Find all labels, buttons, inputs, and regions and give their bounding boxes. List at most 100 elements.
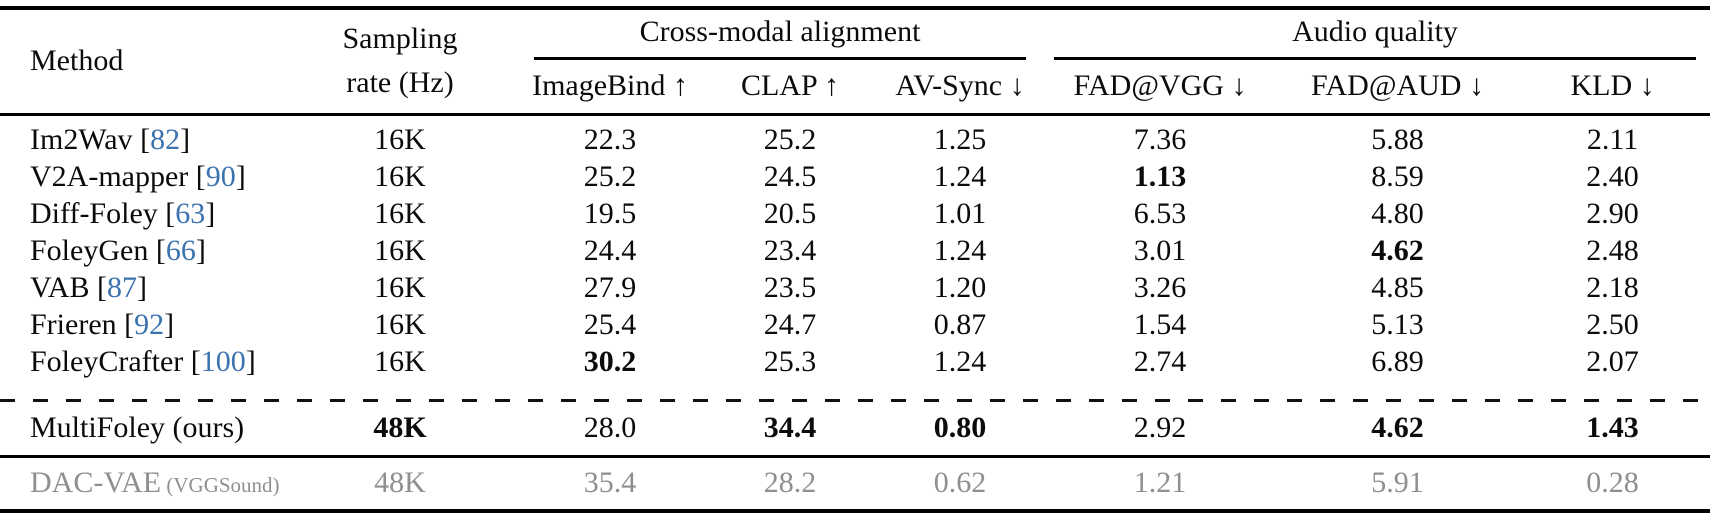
sampling-rate-cell: 16K bbox=[374, 123, 426, 156]
metric-value-cell: 0.62 bbox=[880, 454, 1041, 511]
cross-modal-underline-rule bbox=[534, 57, 1027, 60]
table-body: Im2Wav [82] 16K 22.3 25.2 1.25 7.36 5.88 2.11 V2… bbox=[0, 114, 1710, 511]
sampling-rate-cell: 48K bbox=[373, 411, 427, 444]
metric-value-cell: 8.59 bbox=[1371, 160, 1424, 193]
metric-value-cell: 23.5 bbox=[763, 271, 817, 304]
col-header-clap: CLAP ↑ bbox=[700, 60, 880, 116]
citation-link[interactable]: 63 bbox=[175, 197, 206, 230]
sampling-rate-cell: 48K bbox=[280, 454, 520, 511]
group-header-cross-modal-alignment: Cross-modal alignment bbox=[520, 8, 1040, 60]
metric-value-cell: 20.5 bbox=[763, 197, 817, 230]
citation-link[interactable]: 66 bbox=[165, 234, 196, 267]
metric-value-cell: 2.50 bbox=[1586, 308, 1639, 341]
metric-value-cell: 28.2 bbox=[700, 454, 880, 511]
sampling-rate-cell: 16K bbox=[374, 345, 426, 378]
metric-value-cell: 3.01 bbox=[1133, 234, 1187, 267]
metric-value-cell: 27.9 bbox=[583, 271, 637, 304]
citation-link[interactable]: 100 bbox=[200, 345, 246, 378]
metric-value-cell: 3.26 bbox=[1133, 271, 1187, 304]
method-name: VAB bbox=[30, 271, 90, 304]
table-row: Im2Wav [82] 16K 22.3 25.2 1.25 7.36 5.88 2.11 bbox=[0, 114, 1710, 159]
col-header-sampling-rate: Sampling rate (Hz) bbox=[280, 8, 520, 116]
metric-value-cell: 2.48 bbox=[1586, 234, 1639, 267]
citation-link[interactable]: 92 bbox=[134, 308, 165, 341]
metric-value-cell: 28.0 bbox=[583, 411, 637, 444]
table-row: VAB [87] 16K 27.9 23.5 1.20 3.26 4.85 2.18 bbox=[0, 270, 1710, 307]
metric-value-cell: 1.20 bbox=[933, 271, 987, 304]
metric-value-cell: 2.07 bbox=[1586, 345, 1639, 378]
group-header-row: Method Sampling rate (Hz) Cross-modal al… bbox=[0, 8, 1710, 116]
metric-value-cell: 5.88 bbox=[1371, 123, 1424, 156]
method-cell: Diff-Foley [63] bbox=[30, 197, 216, 230]
method-name: FoleyGen bbox=[30, 234, 149, 267]
method-cell: DAC-VAE (VGGSound) bbox=[0, 454, 280, 511]
method-cell: MultiFoley (ours) bbox=[0, 402, 280, 457]
method-cell: FoleyGen [66] bbox=[30, 234, 206, 267]
table-row: MultiFoley (ours) 48K 28.0 34.4 0.80 2.92 4.62… bbox=[0, 402, 1710, 457]
table-row: V2A-mapper [90] 16K 25.2 24.5 1.24 1.13 8.59 2.… bbox=[0, 159, 1710, 196]
results-table: Method Sampling rate (Hz) Cross-modal al… bbox=[0, 6, 1710, 513]
metric-value-cell: 4.85 bbox=[1371, 271, 1424, 304]
metric-value-cell: 22.3 bbox=[583, 123, 637, 156]
sampling-rate-line2: rate (Hz) bbox=[346, 66, 454, 100]
table-row: Diff-Foley [63] 16K 19.5 20.5 1.01 6.53 4.80 2.… bbox=[0, 196, 1710, 233]
citation-link[interactable]: 90 bbox=[205, 160, 236, 193]
sampling-rate-cell: 16K bbox=[374, 308, 426, 341]
metric-value-cell: 1.24 bbox=[933, 345, 987, 378]
sampling-rate-cell: 16K bbox=[374, 271, 426, 304]
metric-value-cell: 1.24 bbox=[933, 160, 987, 193]
metric-value-cell: 2.92 bbox=[1133, 411, 1187, 444]
metric-value-cell: 25.2 bbox=[763, 123, 817, 156]
method-name: MultiFoley (ours) bbox=[30, 411, 245, 444]
metric-value-cell: 5.91 bbox=[1280, 454, 1516, 511]
metric-value-cell: 2.74 bbox=[1133, 345, 1187, 378]
metric-value-cell: 0.80 bbox=[933, 411, 987, 444]
sampling-rate-cell: 16K bbox=[374, 160, 426, 193]
metric-value-cell: 4.62 bbox=[1371, 411, 1424, 444]
metric-value-cell: 1.43 bbox=[1586, 411, 1639, 444]
metric-value-cell: 2.90 bbox=[1586, 197, 1639, 230]
metric-value-cell: 24.7 bbox=[763, 308, 817, 341]
table-row: Frieren [92] 16K 25.4 24.7 0.87 1.54 5.13 2.50 bbox=[0, 307, 1710, 344]
method-name: FoleyCrafter bbox=[30, 345, 184, 378]
method-cell: FoleyCrafter [100] bbox=[30, 345, 256, 378]
method-suffix: (VGGSound) bbox=[161, 473, 280, 497]
metric-value-cell: 6.53 bbox=[1133, 197, 1187, 230]
col-header-fad-aud: FAD@AUD ↓ bbox=[1280, 60, 1516, 116]
method-cell: VAB [87] bbox=[30, 271, 147, 304]
metric-header-row: ImageBind ↑ CLAP ↑ AV-Sync ↓ FAD@VGG ↓ F… bbox=[0, 60, 1710, 116]
col-header-av-sync: AV-Sync ↓ bbox=[880, 60, 1041, 116]
method-name: Frieren bbox=[30, 308, 117, 341]
metric-value-cell: 7.36 bbox=[1133, 123, 1187, 156]
dashed-separator-row bbox=[0, 381, 1710, 402]
citation-link[interactable]: 82 bbox=[150, 123, 181, 156]
sampling-rate-cell: 16K bbox=[374, 234, 426, 267]
metric-value-cell: 19.5 bbox=[583, 197, 637, 230]
metric-value-cell: 24.4 bbox=[583, 234, 637, 267]
metric-value-cell: 34.4 bbox=[763, 411, 817, 444]
method-cell: Im2Wav [82] bbox=[30, 123, 191, 156]
method-name: Im2Wav bbox=[30, 123, 133, 156]
audio-quality-underline-rule bbox=[1054, 57, 1697, 60]
metric-value-cell: 2.18 bbox=[1586, 271, 1639, 304]
citation-link[interactable]: 87 bbox=[106, 271, 137, 304]
metric-value-cell: 35.4 bbox=[520, 454, 700, 511]
metric-value-cell: 0.87 bbox=[933, 308, 987, 341]
metric-value-cell: 4.80 bbox=[1371, 197, 1424, 230]
method-name: V2A-mapper bbox=[30, 160, 189, 193]
metric-value-cell: 4.62 bbox=[1371, 234, 1424, 267]
metric-value-cell: 5.13 bbox=[1371, 308, 1424, 341]
metric-value-cell: 24.5 bbox=[763, 160, 817, 193]
method-cell: V2A-mapper [90] bbox=[30, 160, 246, 193]
metric-value-cell: 25.3 bbox=[763, 345, 817, 378]
method-name: DAC-VAE bbox=[30, 466, 162, 499]
col-header-imagebind: ImageBind ↑ bbox=[520, 60, 700, 116]
audio-quality-label: Audio quality bbox=[1292, 15, 1458, 48]
metric-value-cell: 0.28 bbox=[1515, 454, 1710, 511]
col-header-method: Method bbox=[0, 8, 280, 116]
sampling-rate-line1: Sampling bbox=[342, 22, 458, 56]
metric-value-cell: 1.21 bbox=[1040, 454, 1281, 511]
table-row: FoleyGen [66] 16K 24.4 23.4 1.24 3.01 4.62 2.48 bbox=[0, 233, 1710, 270]
dashed-rule bbox=[0, 398, 1710, 402]
metric-value-cell: 30.2 bbox=[583, 345, 637, 378]
